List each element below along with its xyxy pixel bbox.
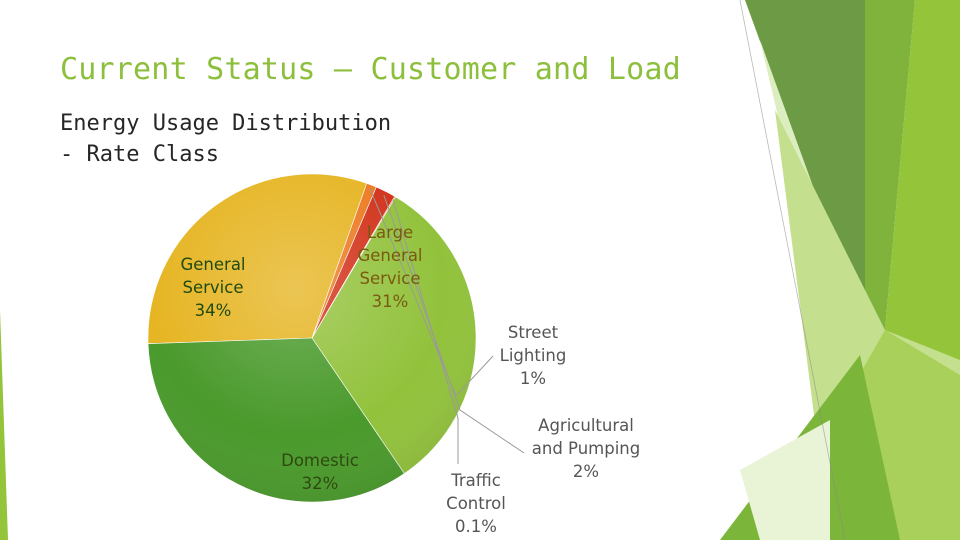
slice-label-line: 1%	[520, 369, 546, 388]
slice-label-traffic-control: Traffic Control 0.1%	[446, 471, 506, 536]
slide-title: Current Status – Customer and Load	[60, 52, 681, 87]
decor-shard-olive	[865, 0, 915, 330]
decor-line	[739, 0, 846, 540]
slice-label-large-general-service: Large General Service 31%	[357, 223, 422, 311]
slice-label-general-service: General Service 34%	[180, 255, 245, 320]
slice-label-domestic: Domestic 32%	[281, 451, 359, 493]
slice-label-line: 0.1%	[455, 517, 497, 536]
slice-label-line: Traffic	[450, 471, 501, 490]
slice-label-line: Lighting	[500, 346, 567, 365]
slice-label-line: 2%	[573, 462, 599, 481]
leader-line-traffic-control	[392, 199, 459, 464]
slice-label-line: Agricultural	[538, 416, 634, 435]
leader-line-street-lighting	[369, 188, 494, 397]
slice-label-line: Domestic	[281, 451, 359, 470]
subtitle-line-1: Energy Usage Distribution	[60, 111, 392, 136]
slice-label-line: and Pumping	[532, 439, 640, 458]
slice-label-line: 32%	[302, 474, 339, 493]
slice-label-agricultural-and-pumping: Agricultural and Pumping 2%	[532, 416, 640, 481]
slice-label-line: Service	[360, 269, 421, 288]
decor-left-sliver	[0, 310, 8, 540]
slice-label-line: 31%	[372, 292, 409, 311]
slice-label-line: General	[357, 246, 422, 265]
slice-label-line: Service	[183, 278, 244, 297]
slice-label-line: General	[180, 255, 245, 274]
slice-label-line: Large	[367, 223, 413, 242]
slice-labels: Large General Service 31% Street Lighting 1% Ag…	[180, 223, 640, 536]
slice-label-line: Control	[446, 494, 506, 513]
chart-subtitle: Energy Usage Distribution - Rate Class	[60, 108, 391, 170]
subtitle-line-2: - Rate Class	[60, 142, 219, 167]
slice-label-line: 34%	[195, 301, 232, 320]
leader-lines	[369, 188, 525, 464]
slice-label-street-lighting: Street Lighting 1%	[500, 323, 567, 388]
leader-line-agricultural-and-pumping	[383, 194, 525, 454]
decor-shard-wash	[740, 420, 830, 540]
slice-label-line: Street	[508, 323, 559, 342]
